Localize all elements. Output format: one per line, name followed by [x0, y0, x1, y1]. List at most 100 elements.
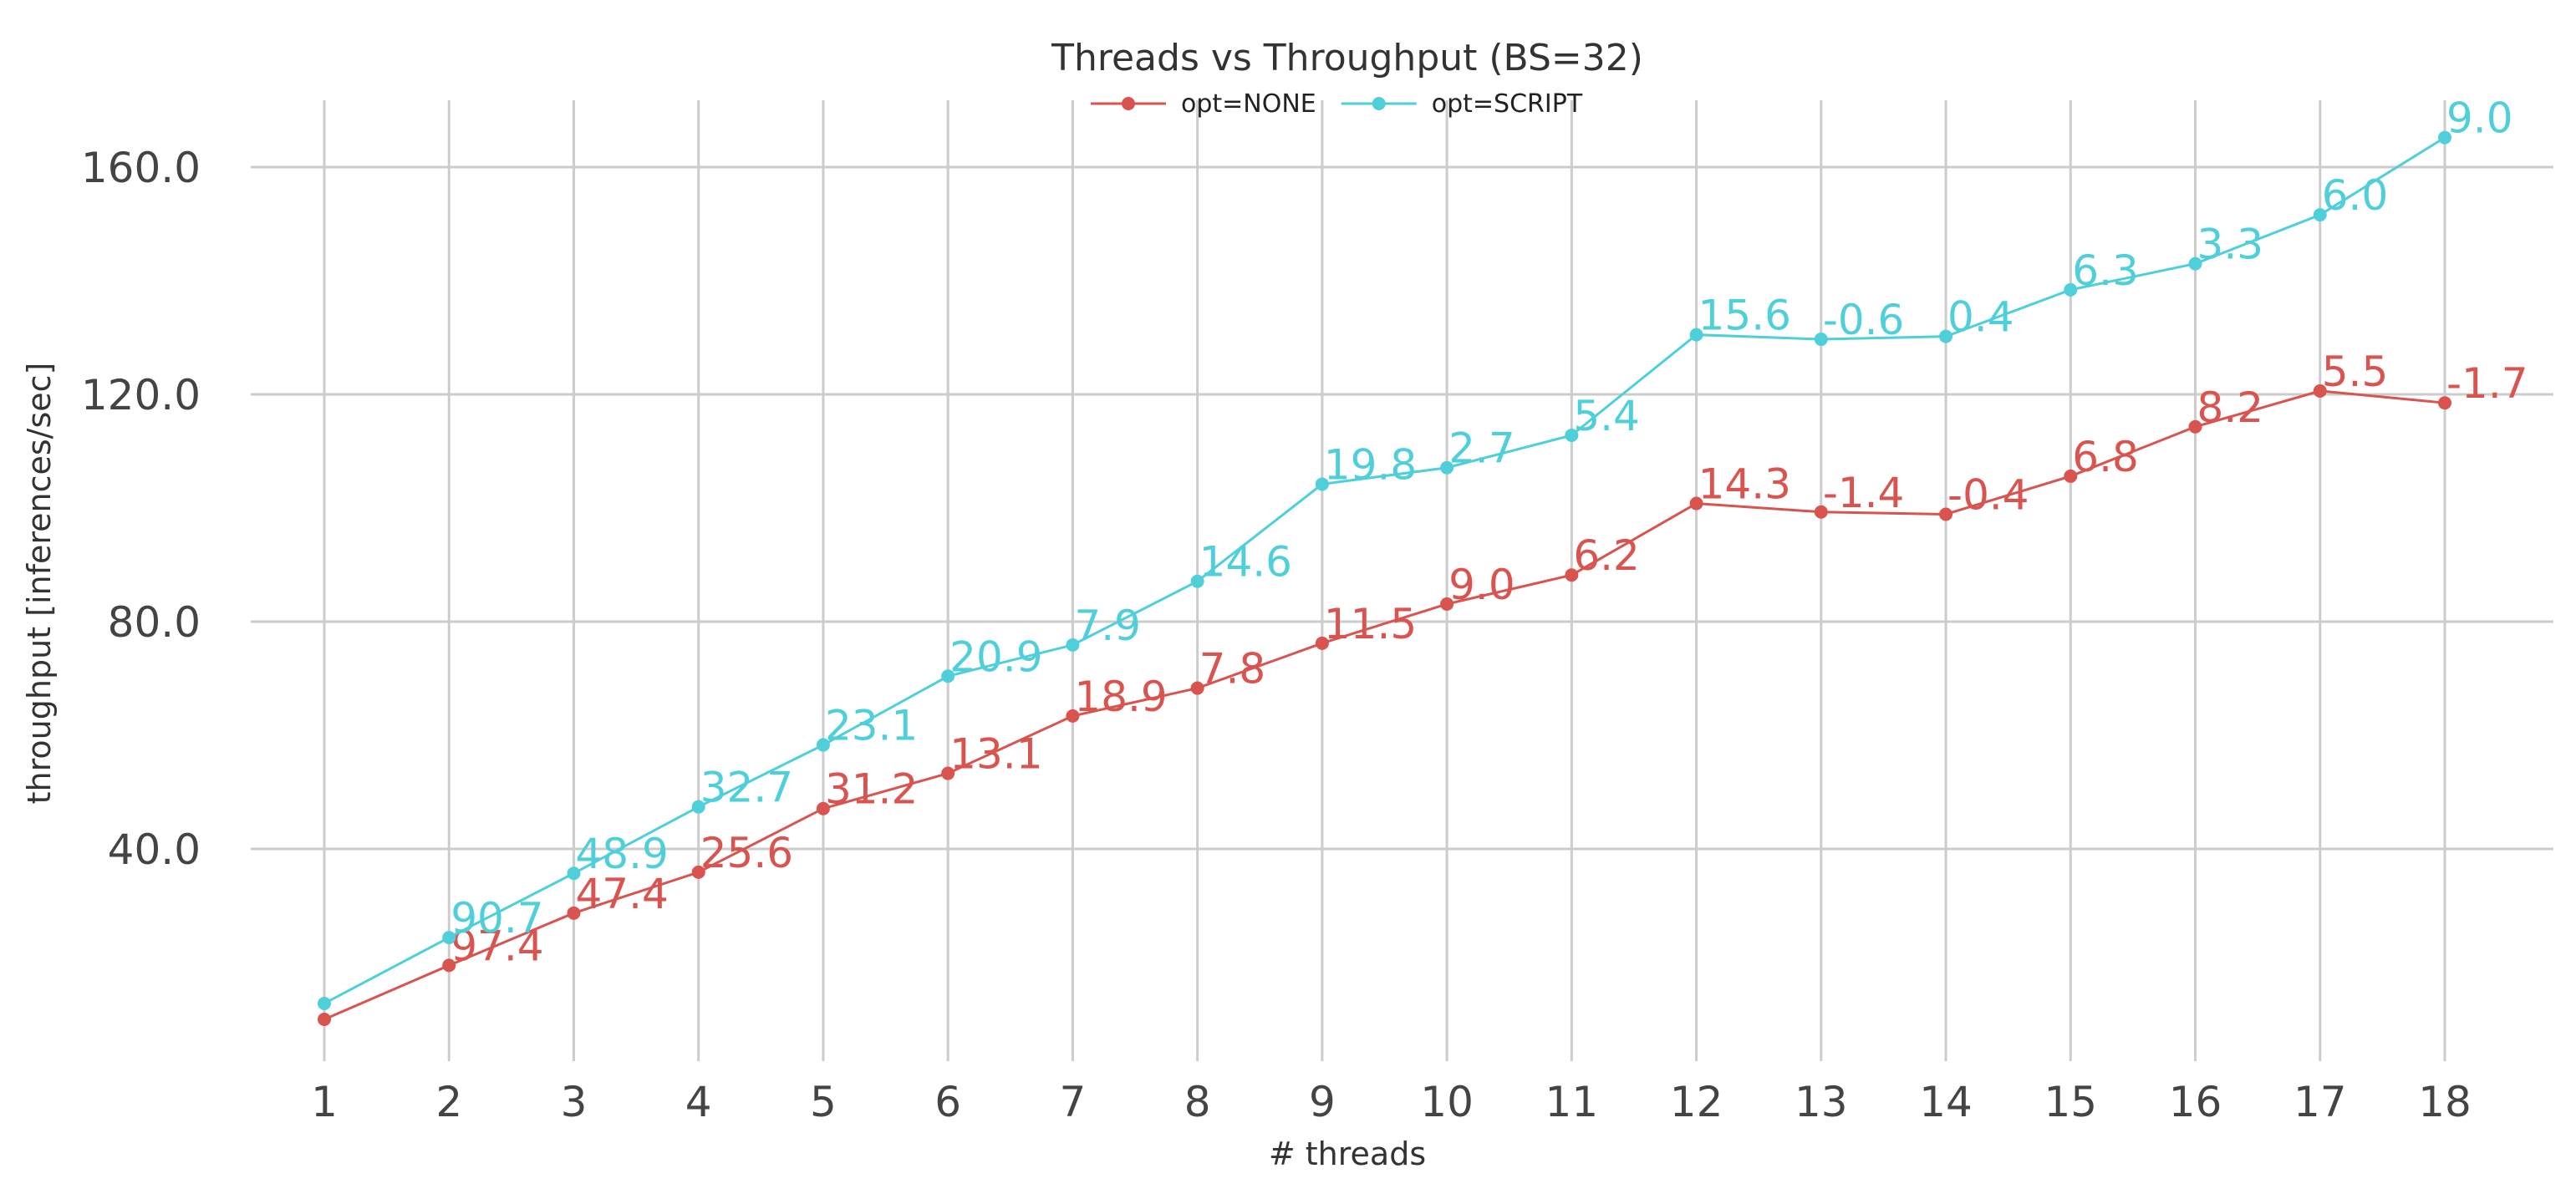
data-label: 6.8 — [2072, 433, 2139, 481]
data-label: 13.1 — [949, 730, 1042, 779]
series-line — [323, 136, 2446, 1005]
data-label: 11.5 — [1324, 600, 1417, 648]
data-point — [318, 1013, 331, 1026]
x-axis-title: # threads — [1269, 1135, 1426, 1172]
series-opt=SCRIPT: 90.7 48.9 32.7 23.1 20.9 7.9 14.6 19.8 2.7 5.4 15.… — [318, 94, 2513, 1010]
data-label: 7.8 — [1199, 645, 1266, 693]
data-label: 18.9 — [1074, 673, 1167, 721]
data-point — [1939, 507, 1953, 521]
y-tick-label: 80.0 — [108, 598, 201, 647]
y-tick-label: 120.0 — [81, 371, 201, 419]
data-label: 6.2 — [1573, 531, 1640, 580]
data-point — [1190, 574, 1204, 588]
data-label: 9.0 — [1448, 561, 1515, 609]
data-point — [941, 669, 955, 683]
data-label: 3.3 — [2197, 221, 2264, 269]
data-point — [442, 958, 456, 973]
data-point — [1066, 638, 1080, 652]
data-point — [1565, 568, 1579, 582]
legend-label: opt=SCRIPT — [1432, 89, 1583, 119]
data-label: -0.4 — [1947, 470, 2029, 519]
data-point — [1190, 681, 1204, 695]
data-point — [2438, 396, 2451, 410]
data-point — [816, 738, 830, 752]
grid — [251, 100, 2553, 1061]
data-point — [691, 800, 705, 814]
legend-item: opt=NONE — [1091, 89, 1316, 119]
data-label: -1.7 — [2446, 359, 2528, 408]
data-label: 25.6 — [700, 829, 793, 877]
data-label: 0.4 — [1947, 293, 2014, 342]
series-layer: 97.447.425.631.213.118.97.811.59.06.214.… — [318, 94, 2528, 1026]
data-label: 32.7 — [700, 764, 793, 812]
data-point — [1814, 505, 1828, 519]
x-tick-label: 1 — [311, 1078, 338, 1126]
data-label: 9.0 — [2446, 94, 2513, 143]
data-label: 31.2 — [825, 765, 918, 814]
x-tick-label: 17 — [2293, 1078, 2347, 1126]
y-tick-label: 40.0 — [108, 826, 201, 874]
x-tick-label: 13 — [1795, 1078, 1848, 1126]
data-label: 48.9 — [575, 830, 668, 878]
data-point — [1814, 333, 1828, 347]
x-tick-label: 7 — [1060, 1078, 1087, 1126]
y-tick-label: 160.0 — [81, 144, 201, 192]
series-opt=NONE: 97.447.425.631.213.118.97.811.59.06.214.… — [318, 348, 2528, 1026]
data-label: -0.6 — [1823, 296, 1905, 344]
chart-title: Threads vs Throughput (BS=32) — [1051, 37, 1643, 79]
data-label: 90.7 — [451, 894, 543, 942]
x-tick-label: 12 — [1670, 1078, 1723, 1126]
data-label: 20.9 — [949, 633, 1042, 681]
data-label: 8.2 — [2197, 384, 2264, 432]
data-point — [691, 865, 705, 879]
data-point — [2064, 282, 2078, 297]
data-point — [1565, 428, 1579, 442]
x-tick-label: 4 — [685, 1078, 712, 1126]
x-axis-ticks: 1 2 3 4 5 6 7 8 9 10 11 12 13 14 15 16 17 18 — [311, 1078, 2472, 1126]
x-tick-label: 3 — [561, 1078, 588, 1126]
legend-marker — [1372, 97, 1386, 110]
data-label: 5.5 — [2322, 348, 2389, 396]
data-point — [1440, 597, 1454, 611]
data-point — [941, 766, 955, 780]
data-point — [2313, 384, 2327, 398]
y-axis-title: throughput [inferences/sec] — [21, 363, 58, 805]
data-point — [2188, 419, 2202, 434]
data-label: 14.3 — [1698, 460, 1791, 509]
data-label: 7.9 — [1074, 602, 1141, 650]
data-label: 14.6 — [1199, 538, 1292, 587]
x-tick-label: 5 — [810, 1078, 837, 1126]
x-tick-label: 11 — [1545, 1078, 1599, 1126]
x-tick-label: 15 — [2044, 1078, 2097, 1126]
data-label: 6.0 — [2322, 171, 2389, 220]
x-tick-label: 2 — [435, 1078, 462, 1126]
data-label: -1.4 — [1823, 469, 1905, 517]
data-point — [816, 801, 830, 815]
legend-label: opt=NONE — [1181, 89, 1316, 119]
legend-marker — [1122, 97, 1135, 110]
data-point — [2313, 208, 2327, 222]
data-label: 5.4 — [1573, 392, 1640, 440]
data-point — [1315, 636, 1329, 650]
data-label: 23.1 — [825, 702, 918, 750]
data-label: 2.7 — [1448, 424, 1515, 473]
legend: opt=NONE opt=SCRIPT — [1091, 89, 1583, 119]
x-tick-label: 10 — [1420, 1078, 1474, 1126]
x-tick-label: 18 — [2418, 1078, 2472, 1126]
data-label: 47.4 — [575, 870, 668, 918]
x-tick-label: 9 — [1309, 1078, 1336, 1126]
data-point — [567, 866, 581, 881]
x-tick-label: 8 — [1184, 1078, 1211, 1126]
data-point — [1315, 477, 1329, 491]
x-tick-label: 16 — [2169, 1078, 2222, 1126]
data-point — [1939, 329, 1953, 343]
series-line — [323, 389, 2446, 1021]
data-point — [2064, 469, 2078, 483]
y-axis-ticks: 40.0 80.0 120.0 160.0 — [81, 144, 201, 874]
x-tick-label: 14 — [1919, 1078, 1973, 1126]
data-point — [1066, 709, 1080, 723]
x-tick-label: 6 — [934, 1078, 961, 1126]
data-point — [2438, 130, 2451, 145]
data-label: 15.6 — [1698, 292, 1791, 340]
